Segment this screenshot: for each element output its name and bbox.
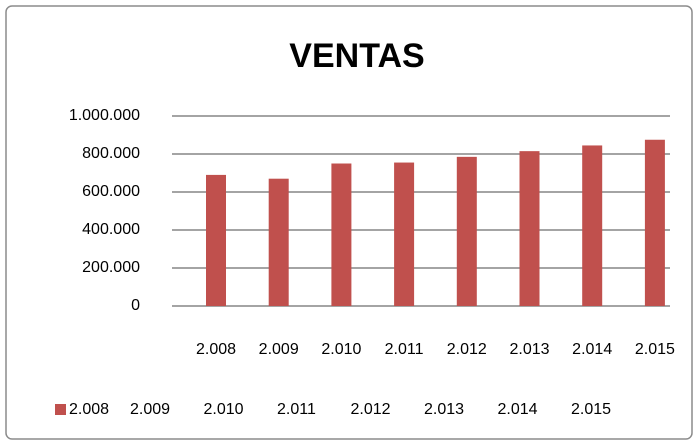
bar <box>456 156 477 306</box>
legend-marker <box>55 404 66 415</box>
legend-label: 2.015 <box>571 401 611 418</box>
legend-label: 2.008 <box>69 401 109 418</box>
y-tick-label: 600.000 <box>82 183 140 200</box>
x-tick-label: 2.008 <box>196 341 236 358</box>
legend-label: 2.013 <box>424 401 464 418</box>
chart-title: VENTAS <box>289 37 424 75</box>
x-tick-label: 2.014 <box>572 341 612 358</box>
bar <box>644 139 665 306</box>
bar <box>519 151 540 306</box>
y-tick-label: 200.000 <box>82 259 140 276</box>
bar <box>331 163 352 306</box>
y-tick-label: 400.000 <box>82 221 140 238</box>
y-tick-label: 800.000 <box>82 145 140 162</box>
legend-label: 2.010 <box>204 401 244 418</box>
legend-label: 2.012 <box>351 401 391 418</box>
x-tick-label: 2.010 <box>321 341 361 358</box>
x-tick-label: 2.011 <box>385 341 424 358</box>
x-tick-label: 2.012 <box>447 341 487 358</box>
legend-label: 2.009 <box>130 401 170 418</box>
bar <box>206 174 226 306</box>
x-tick-label: 2.013 <box>509 341 549 358</box>
bar <box>582 145 603 306</box>
y-tick-label: 1.000.000 <box>69 107 140 124</box>
y-tick-label: 0 <box>131 297 140 314</box>
bar <box>394 162 415 306</box>
x-tick-label: 2.015 <box>635 341 675 358</box>
bar <box>268 178 289 306</box>
legend-label: 2.014 <box>498 401 538 418</box>
legend-label: 2.011 <box>277 401 316 418</box>
x-tick-label: 2.009 <box>259 341 299 358</box>
